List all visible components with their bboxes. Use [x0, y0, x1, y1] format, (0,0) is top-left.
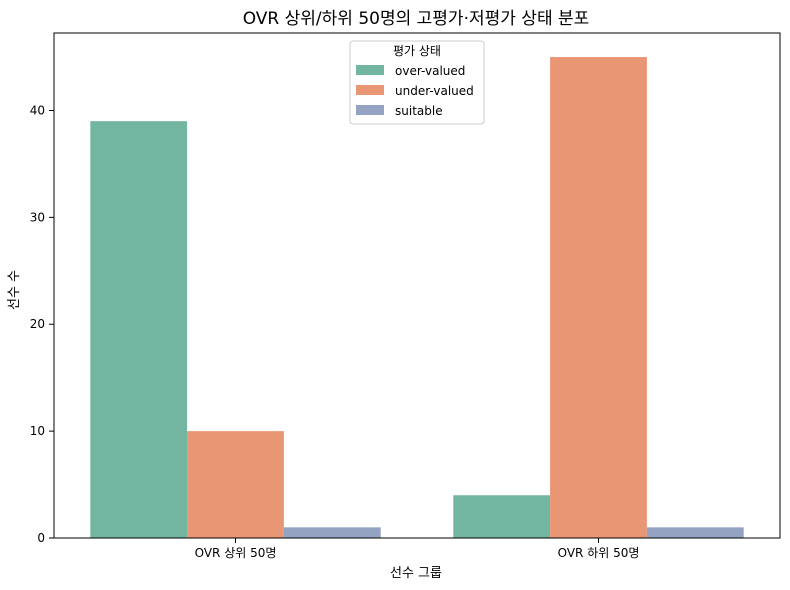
- y-tick-label: 0: [37, 531, 45, 545]
- bar-under-valued-0: [187, 431, 284, 538]
- legend-title: 평가 상태: [393, 44, 441, 58]
- y-tick-label: 30: [30, 210, 45, 224]
- bar-under-valued-1: [550, 57, 647, 539]
- x-tick-label: OVR 상위 50명: [195, 546, 277, 560]
- legend-box: [349, 40, 485, 125]
- bar-over-valued-0: [90, 121, 188, 539]
- legend-swatch-suitable: [356, 105, 384, 115]
- legend-label-over-valued: over-valued: [395, 64, 465, 78]
- plot-area: 0 10 20 30 40 OVR 상위 50명 OVR 하위 50명: [30, 32, 781, 560]
- y-axis-title: 선수 수: [7, 270, 22, 310]
- y-tick-label: 40: [30, 103, 45, 117]
- legend-label-under-valued: under-valued: [395, 84, 474, 98]
- x-axis-title: 선수 그룹: [390, 566, 442, 581]
- y-tick-label: 10: [30, 424, 45, 438]
- legend-swatch-over-valued: [356, 65, 384, 75]
- bar-over-valued-1: [453, 495, 551, 538]
- bar-suitable-0: [283, 527, 381, 538]
- legend-label-suitable: suitable: [395, 104, 443, 118]
- plot-frame: [53, 32, 781, 539]
- chart-title: OVR 상위/하위 50명의 고평가·저평가 상태 분포: [243, 9, 590, 29]
- legend: 평가 상태 over-valued under-valued suitable: [349, 40, 485, 125]
- bar-suitable-1: [646, 527, 744, 538]
- x-tick-label: OVR 하위 50명: [558, 546, 640, 560]
- y-tick-label: 20: [30, 317, 45, 331]
- legend-swatch-under-valued: [356, 85, 384, 95]
